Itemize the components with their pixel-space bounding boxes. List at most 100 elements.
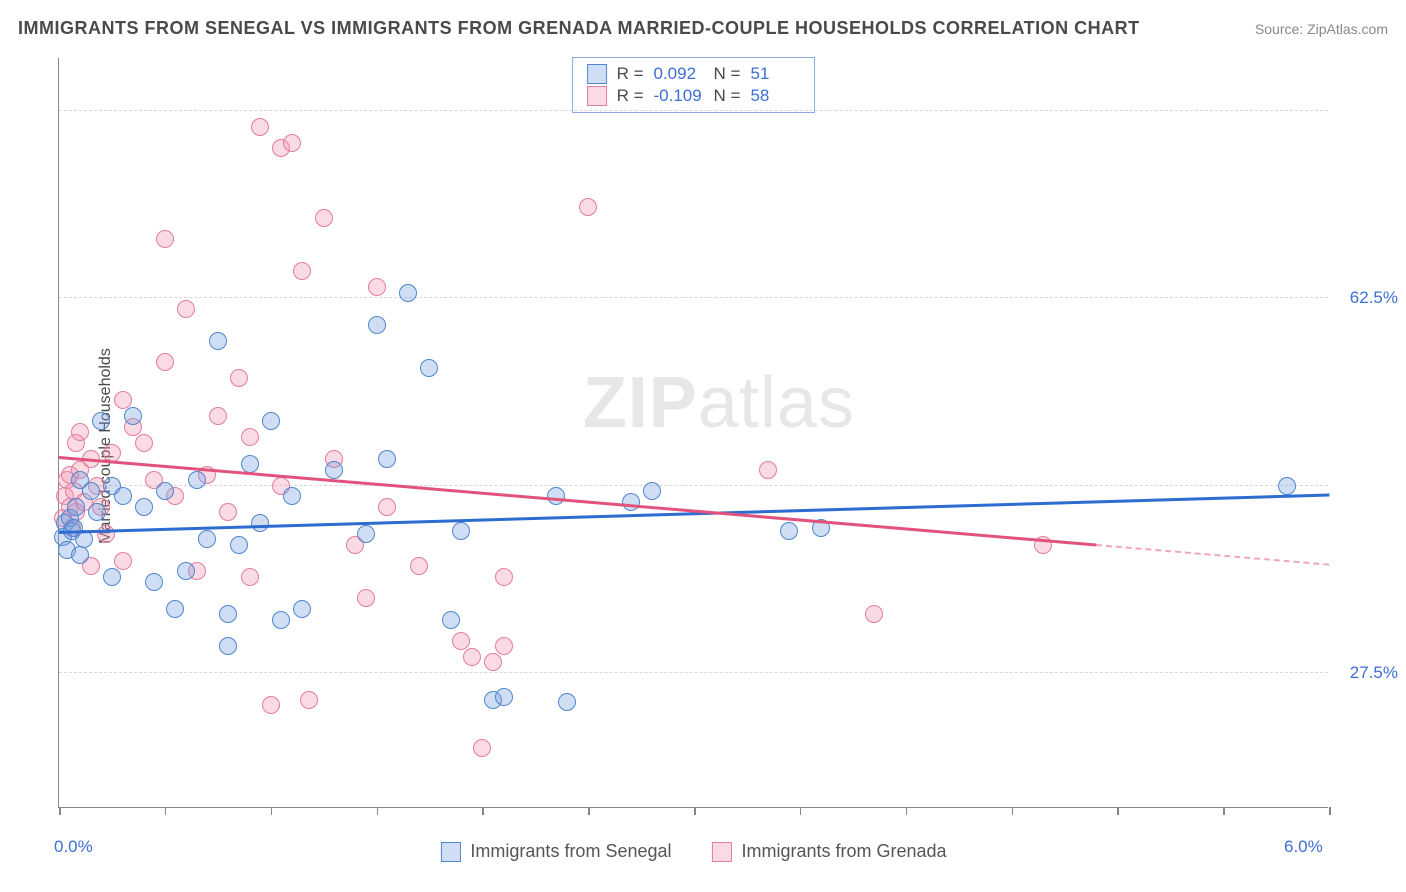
data-point <box>92 412 110 430</box>
legend-item-grenada: Immigrants from Grenada <box>712 841 947 862</box>
data-point <box>473 739 491 757</box>
data-point <box>156 230 174 248</box>
data-point <box>262 696 280 714</box>
data-point <box>188 471 206 489</box>
data-point <box>219 503 237 521</box>
swatch-senegal <box>587 64 607 84</box>
data-point <box>865 605 883 623</box>
x-tick <box>377 807 379 815</box>
data-point <box>452 522 470 540</box>
data-point <box>209 332 227 350</box>
data-point <box>495 637 513 655</box>
data-point <box>230 536 248 554</box>
grid-line-h <box>59 297 1328 298</box>
source-attribution: Source: ZipAtlas.com <box>1255 21 1388 37</box>
data-point <box>283 134 301 152</box>
data-point <box>1278 477 1296 495</box>
data-point <box>558 693 576 711</box>
data-point <box>209 407 227 425</box>
data-point <box>124 407 142 425</box>
data-point <box>315 209 333 227</box>
data-point <box>219 605 237 623</box>
y-tick-label: 27.5% <box>1350 663 1398 683</box>
data-point <box>759 461 777 479</box>
data-point <box>643 482 661 500</box>
data-point <box>114 391 132 409</box>
y-tick-label: 62.5% <box>1350 288 1398 308</box>
legend-row-grenada: R = -0.109 N = 58 <box>587 86 801 106</box>
data-point <box>177 562 195 580</box>
x-tick <box>800 807 802 815</box>
data-point <box>357 589 375 607</box>
data-point <box>357 525 375 543</box>
data-point <box>156 353 174 371</box>
grid-line-h <box>59 110 1328 111</box>
data-point <box>495 568 513 586</box>
data-point <box>368 278 386 296</box>
swatch-senegal-icon <box>440 842 460 862</box>
data-point <box>579 198 597 216</box>
data-point <box>135 498 153 516</box>
data-point <box>230 369 248 387</box>
x-tick <box>59 807 61 815</box>
data-point <box>325 461 343 479</box>
data-point <box>484 653 502 671</box>
data-point <box>219 637 237 655</box>
data-point <box>272 611 290 629</box>
data-point <box>780 522 798 540</box>
swatch-grenada <box>587 86 607 106</box>
x-tick <box>588 807 590 815</box>
data-point <box>251 118 269 136</box>
x-tick <box>482 807 484 815</box>
data-point <box>262 412 280 430</box>
data-point <box>410 557 428 575</box>
data-point <box>103 568 121 586</box>
data-point <box>399 284 417 302</box>
data-point <box>420 359 438 377</box>
data-point <box>463 648 481 666</box>
data-point <box>442 611 460 629</box>
data-point <box>300 691 318 709</box>
data-point <box>71 546 89 564</box>
x-tick <box>271 807 273 815</box>
data-point <box>283 487 301 505</box>
data-point <box>293 262 311 280</box>
data-point <box>547 487 565 505</box>
x-tick-label: 0.0% <box>54 837 93 857</box>
data-point <box>114 552 132 570</box>
x-tick <box>1117 807 1119 815</box>
data-point <box>67 498 85 516</box>
data-point <box>198 530 216 548</box>
data-point <box>82 482 100 500</box>
x-tick <box>1223 807 1225 815</box>
data-point <box>622 493 640 511</box>
data-point <box>293 600 311 618</box>
plot-area: ZIPatlas R = 0.092 N = 51 R = -0.109 N =… <box>58 58 1328 808</box>
data-point <box>145 573 163 591</box>
data-point <box>88 503 106 521</box>
data-point <box>378 450 396 468</box>
data-point <box>156 482 174 500</box>
data-point <box>241 428 259 446</box>
x-tick-label: 6.0% <box>1284 837 1323 857</box>
data-point <box>97 525 115 543</box>
legend-row-senegal: R = 0.092 N = 51 <box>587 64 801 84</box>
data-point <box>241 455 259 473</box>
data-point <box>166 600 184 618</box>
chart-title: IMMIGRANTS FROM SENEGAL VS IMMIGRANTS FR… <box>18 18 1140 39</box>
trend-line <box>59 494 1329 534</box>
data-point <box>378 498 396 516</box>
trend-line-dashed <box>1096 544 1329 566</box>
legend-series: Immigrants from Senegal Immigrants from … <box>440 841 946 862</box>
grid-line-h <box>59 672 1328 673</box>
legend-item-senegal: Immigrants from Senegal <box>440 841 671 862</box>
trend-line <box>59 456 1096 546</box>
data-point <box>495 688 513 706</box>
watermark: ZIPatlas <box>583 362 855 444</box>
x-tick <box>1012 807 1014 815</box>
data-point <box>452 632 470 650</box>
data-point <box>135 434 153 452</box>
x-tick <box>694 807 696 815</box>
legend-correlation: R = 0.092 N = 51 R = -0.109 N = 58 <box>572 57 816 113</box>
swatch-grenada-icon <box>712 842 732 862</box>
